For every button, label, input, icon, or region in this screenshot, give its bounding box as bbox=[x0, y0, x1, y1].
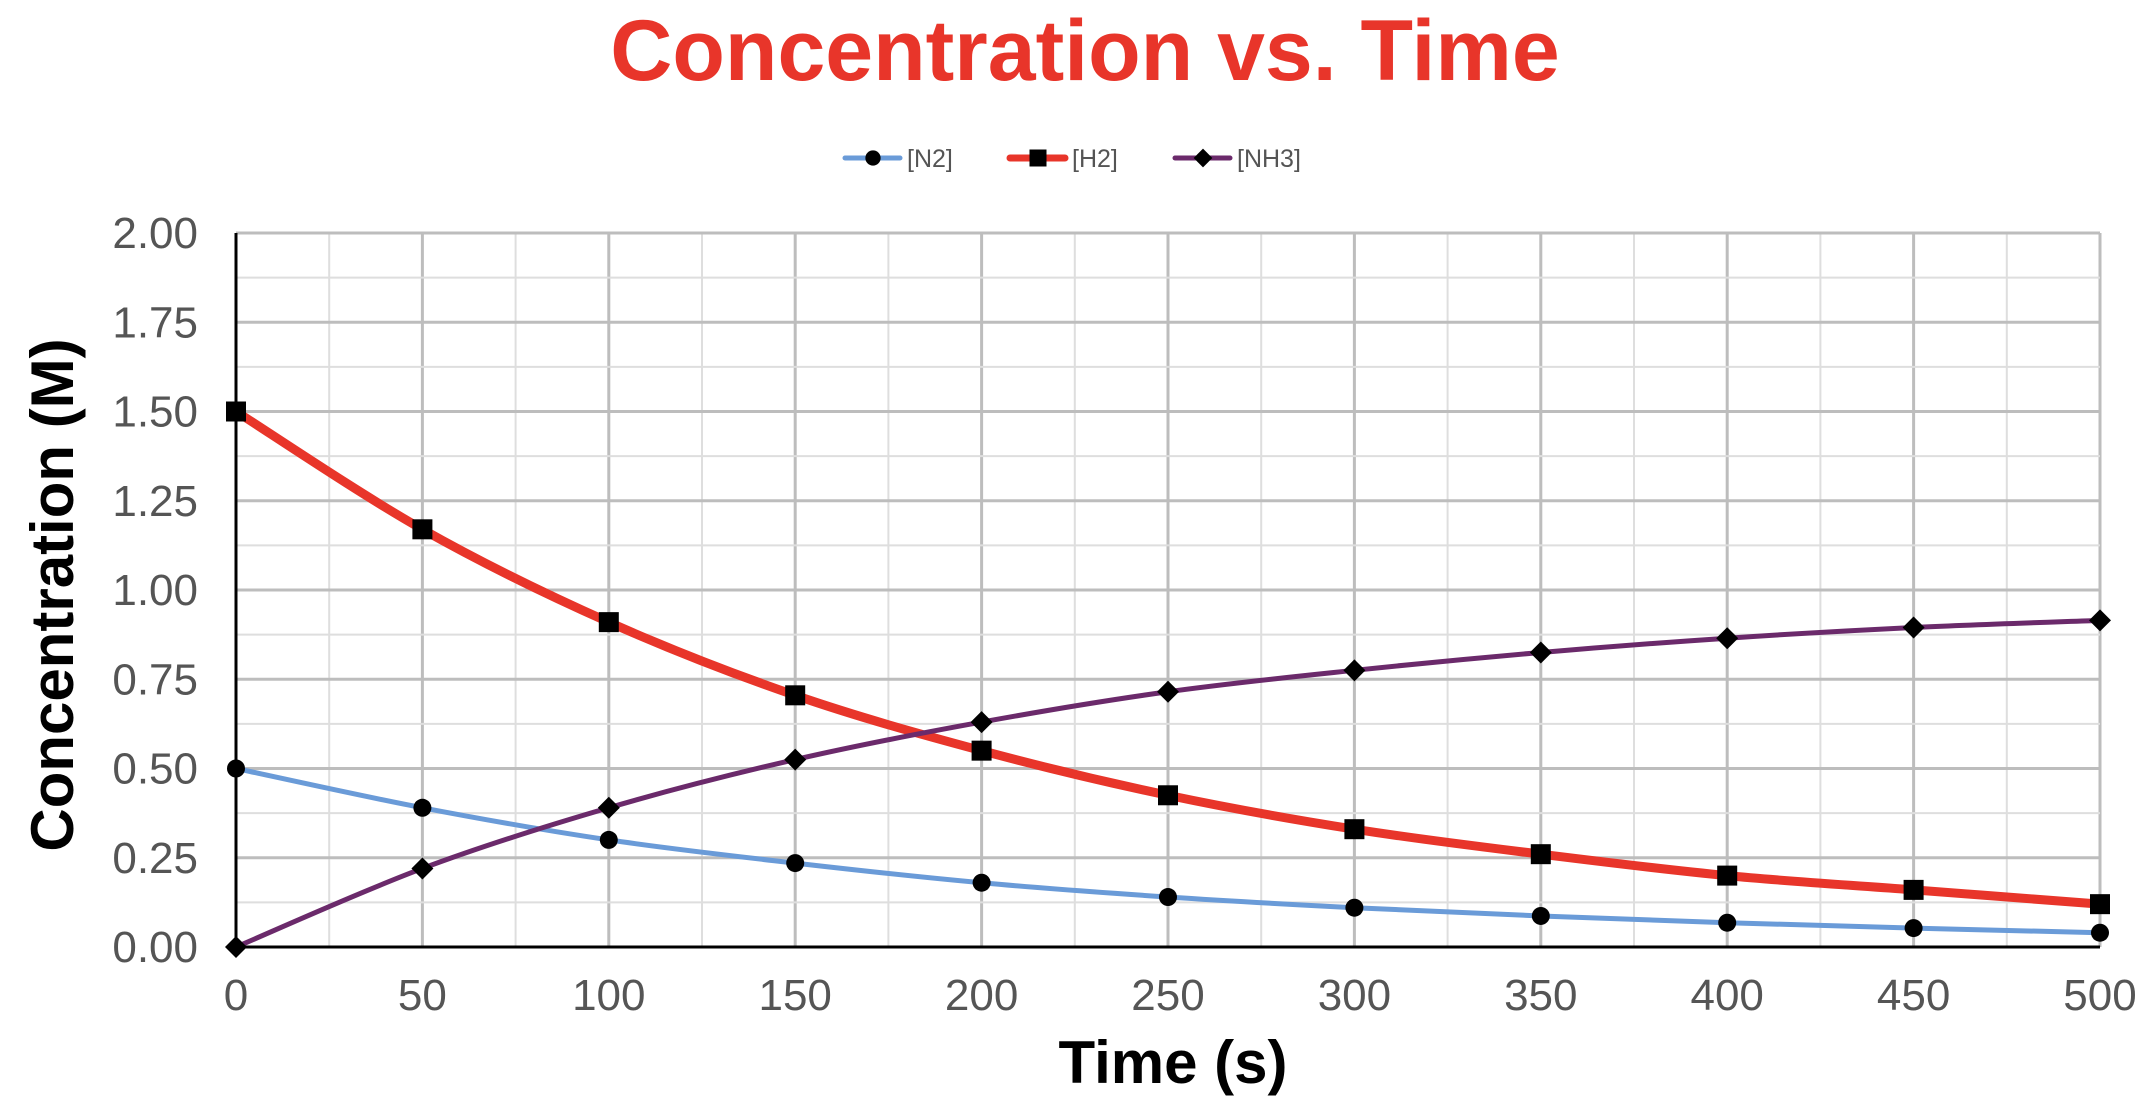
y-tick-label: 0.25 bbox=[112, 834, 198, 883]
data-point-h2 bbox=[1158, 785, 1178, 806]
series-h2 bbox=[226, 401, 2110, 915]
data-point-nh3 bbox=[225, 936, 247, 958]
data-point-nh3 bbox=[1529, 641, 1552, 664]
data-point-nh3 bbox=[1902, 616, 1925, 639]
data-point-h2 bbox=[1530, 844, 1551, 865]
axes bbox=[234, 233, 2100, 949]
data-point-nh3 bbox=[411, 857, 434, 880]
data-point-nh3 bbox=[784, 748, 807, 771]
data-point-h2 bbox=[971, 740, 992, 761]
data-point-nh3 bbox=[2089, 609, 2111, 632]
legend-marker-nh3 bbox=[1193, 148, 1213, 168]
data-point-n2 bbox=[786, 854, 805, 873]
data-point-h2 bbox=[785, 685, 806, 706]
y-tick-label: 1.00 bbox=[112, 566, 198, 615]
x-tick-label: 350 bbox=[1504, 971, 1577, 1020]
grid bbox=[234, 231, 2102, 949]
data-point-h2 bbox=[1344, 819, 1365, 840]
data-point-h2 bbox=[1903, 879, 1924, 900]
data-point-n2 bbox=[972, 873, 991, 892]
x-tick-label: 150 bbox=[758, 971, 831, 1020]
x-tick-label: 0 bbox=[224, 971, 248, 1020]
y-tick-label: 1.25 bbox=[112, 477, 198, 526]
series-lines bbox=[225, 401, 2111, 958]
y-tick-label: 2.00 bbox=[112, 209, 198, 258]
data-point-n2 bbox=[1904, 919, 1923, 938]
data-point-h2 bbox=[412, 519, 433, 540]
y-tick-label: 0.75 bbox=[112, 655, 198, 704]
x-tick-label: 500 bbox=[2063, 971, 2136, 1020]
y-tick-label: 0.50 bbox=[112, 745, 198, 794]
legend-label-h2: [H2] bbox=[1072, 145, 1118, 173]
data-point-n2 bbox=[413, 798, 432, 817]
y-tick-labels: 0.00 0.25 0.50 0.75 1.00 1.25 1.50 1.75 2.00 bbox=[112, 209, 198, 972]
data-point-n2 bbox=[2091, 923, 2109, 942]
y-axis-title: Concentration (M) bbox=[19, 338, 86, 851]
data-point-nh3 bbox=[1343, 659, 1366, 682]
data-point-h2 bbox=[1717, 865, 1738, 886]
x-tick-label: 450 bbox=[1877, 971, 1950, 1020]
x-tick-labels: 0 50 100 150 200 250 300 350 400 450 500 bbox=[224, 971, 2137, 1020]
x-tick-label: 100 bbox=[572, 971, 645, 1020]
data-point-h2 bbox=[226, 401, 246, 422]
data-point-h2 bbox=[2090, 894, 2110, 915]
data-point-nh3 bbox=[1157, 680, 1179, 703]
chart-title: Concentration vs. Time bbox=[610, 3, 1559, 99]
data-point-n2 bbox=[1345, 898, 1364, 917]
legend-marker-n2 bbox=[865, 150, 881, 166]
data-point-nh3 bbox=[597, 796, 620, 819]
legend-marker-h2 bbox=[1029, 149, 1047, 167]
data-point-n2 bbox=[1159, 888, 1177, 907]
data-point-n2 bbox=[1531, 906, 1550, 925]
legend-label-nh3: [NH3] bbox=[1237, 145, 1301, 173]
data-point-n2 bbox=[1718, 913, 1737, 932]
y-tick-label: 1.50 bbox=[112, 388, 198, 437]
x-tick-label: 200 bbox=[945, 971, 1018, 1020]
x-tick-label: 50 bbox=[398, 971, 447, 1020]
legend-item-nh3: [NH3] bbox=[1172, 145, 1301, 173]
data-point-nh3 bbox=[970, 711, 993, 734]
data-point-nh3 bbox=[1716, 627, 1739, 650]
legend-item-n2: [N2] bbox=[842, 145, 953, 173]
data-point-h2 bbox=[598, 612, 619, 633]
data-point-n2 bbox=[599, 830, 618, 849]
legend-label-n2: [N2] bbox=[907, 145, 953, 173]
series-nh3 bbox=[225, 609, 2111, 958]
y-tick-label: 1.75 bbox=[112, 298, 198, 347]
series-n2 bbox=[227, 759, 2109, 942]
x-tick-label: 400 bbox=[1690, 971, 1763, 1020]
legend: [N2] [H2] [NH3] bbox=[842, 145, 1301, 173]
legend-item-h2: [H2] bbox=[1006, 145, 1118, 173]
x-tick-label: 300 bbox=[1318, 971, 1391, 1020]
y-tick-label: 0.00 bbox=[112, 923, 198, 972]
data-point-n2 bbox=[227, 759, 245, 778]
x-tick-label: 250 bbox=[1131, 971, 1204, 1020]
x-axis-title: Time (s) bbox=[1059, 1029, 1288, 1096]
